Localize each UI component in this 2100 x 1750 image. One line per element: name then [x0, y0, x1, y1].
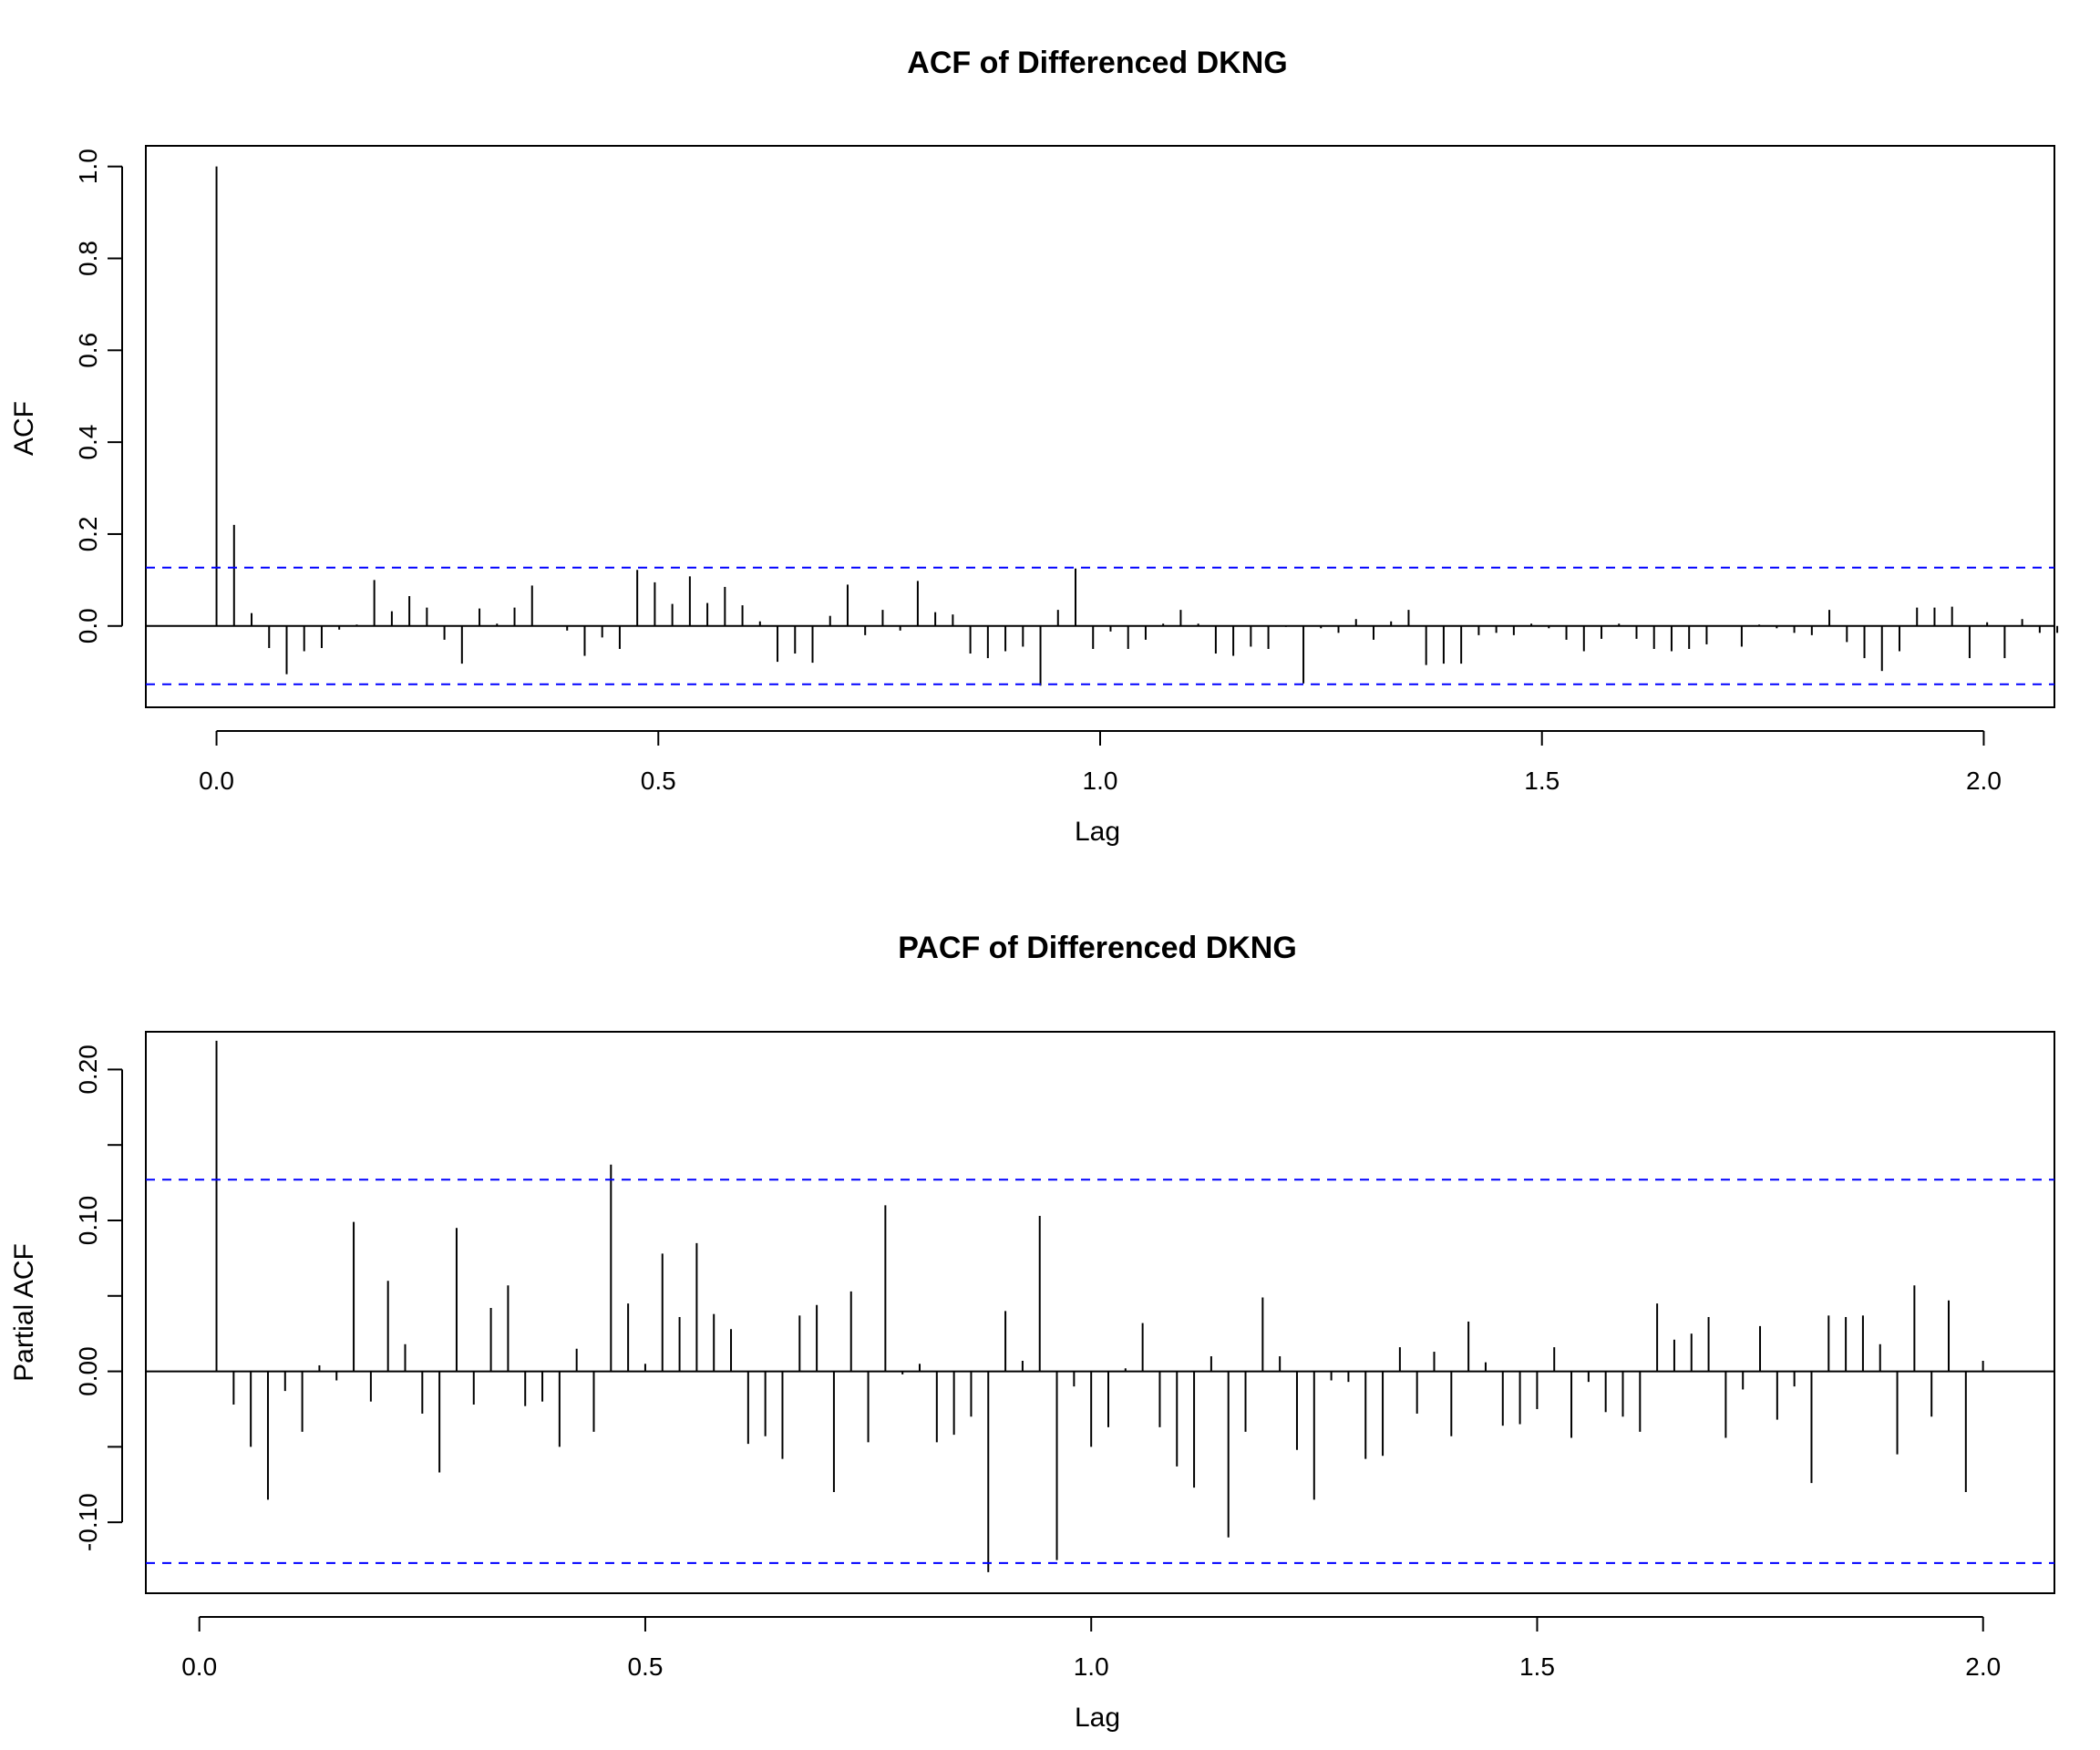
acf-bars: [215, 166, 2059, 686]
acf-y-tick-label: 1.0: [74, 149, 102, 184]
pacf-x-tick-label: 1.5: [1519, 1652, 1555, 1681]
pacf-x-axis-label: Lag: [1075, 1703, 1120, 1733]
acf-x-tick-label: 1.0: [1083, 767, 1118, 795]
acf-y-tick-label: 0.6: [74, 333, 102, 368]
pacf-y-tick-label: -0.10: [74, 1493, 102, 1551]
acf-x-axis: 0.0 0.5 1.0 1.5 2.0: [199, 730, 2002, 795]
pacf-x-tick-label: 0.5: [627, 1652, 663, 1681]
pacf-y-tick-label: 0.10: [74, 1196, 102, 1246]
pacf-x-tick-label: 0.0: [181, 1652, 217, 1681]
acf-panel: ACF of Differenced DKNG Lag ACF 0.0 0.5 1.…: [9, 46, 2059, 847]
pacf-plot-frame: [145, 1031, 2055, 1594]
acf-x-tick-label: 1.5: [1524, 767, 1560, 795]
pacf-y-tick-label: 0.00: [74, 1346, 102, 1396]
acf-y-tick-label: 0.8: [74, 241, 102, 276]
acf-y-tick-label: 0.0: [74, 608, 102, 643]
acf-y-tick-label: 0.4: [74, 425, 102, 460]
acf-x-tick-label: 0.0: [199, 767, 234, 795]
acf-chart-title: ACF of Differenced DKNG: [907, 46, 1287, 80]
pacf-y-axis-label: Partial ACF: [9, 1243, 39, 1382]
pacf-bars: [215, 1040, 1984, 1572]
pacf-y-tick-label: 0.20: [74, 1045, 102, 1095]
acf-y-tick-label: 0.2: [74, 516, 102, 551]
acf-y-axis: 0.0 0.2 0.4 0.6 0.8 1.0: [74, 149, 123, 643]
acf-y-axis-label: ACF: [9, 401, 39, 456]
pacf-x-tick-label: 2.0: [1965, 1652, 2001, 1681]
pacf-panel: PACF of Differenced DKNG Lag Partial ACF…: [9, 931, 2055, 1733]
acf-x-axis-label: Lag: [1075, 817, 1120, 847]
pacf-chart-title: PACF of Differenced DKNG: [898, 931, 1297, 965]
acf-x-tick-label: 0.5: [641, 767, 676, 795]
acf-plot-frame: [145, 145, 2055, 708]
pacf-x-tick-label: 1.0: [1074, 1652, 1109, 1681]
pacf-y-axis: -0.10 0.00 0.10 0.20: [74, 1045, 123, 1551]
acf-x-tick-label: 2.0: [1966, 767, 2002, 795]
pacf-x-axis: 0.0 0.5 1.0 1.5 2.0: [181, 1616, 2001, 1681]
